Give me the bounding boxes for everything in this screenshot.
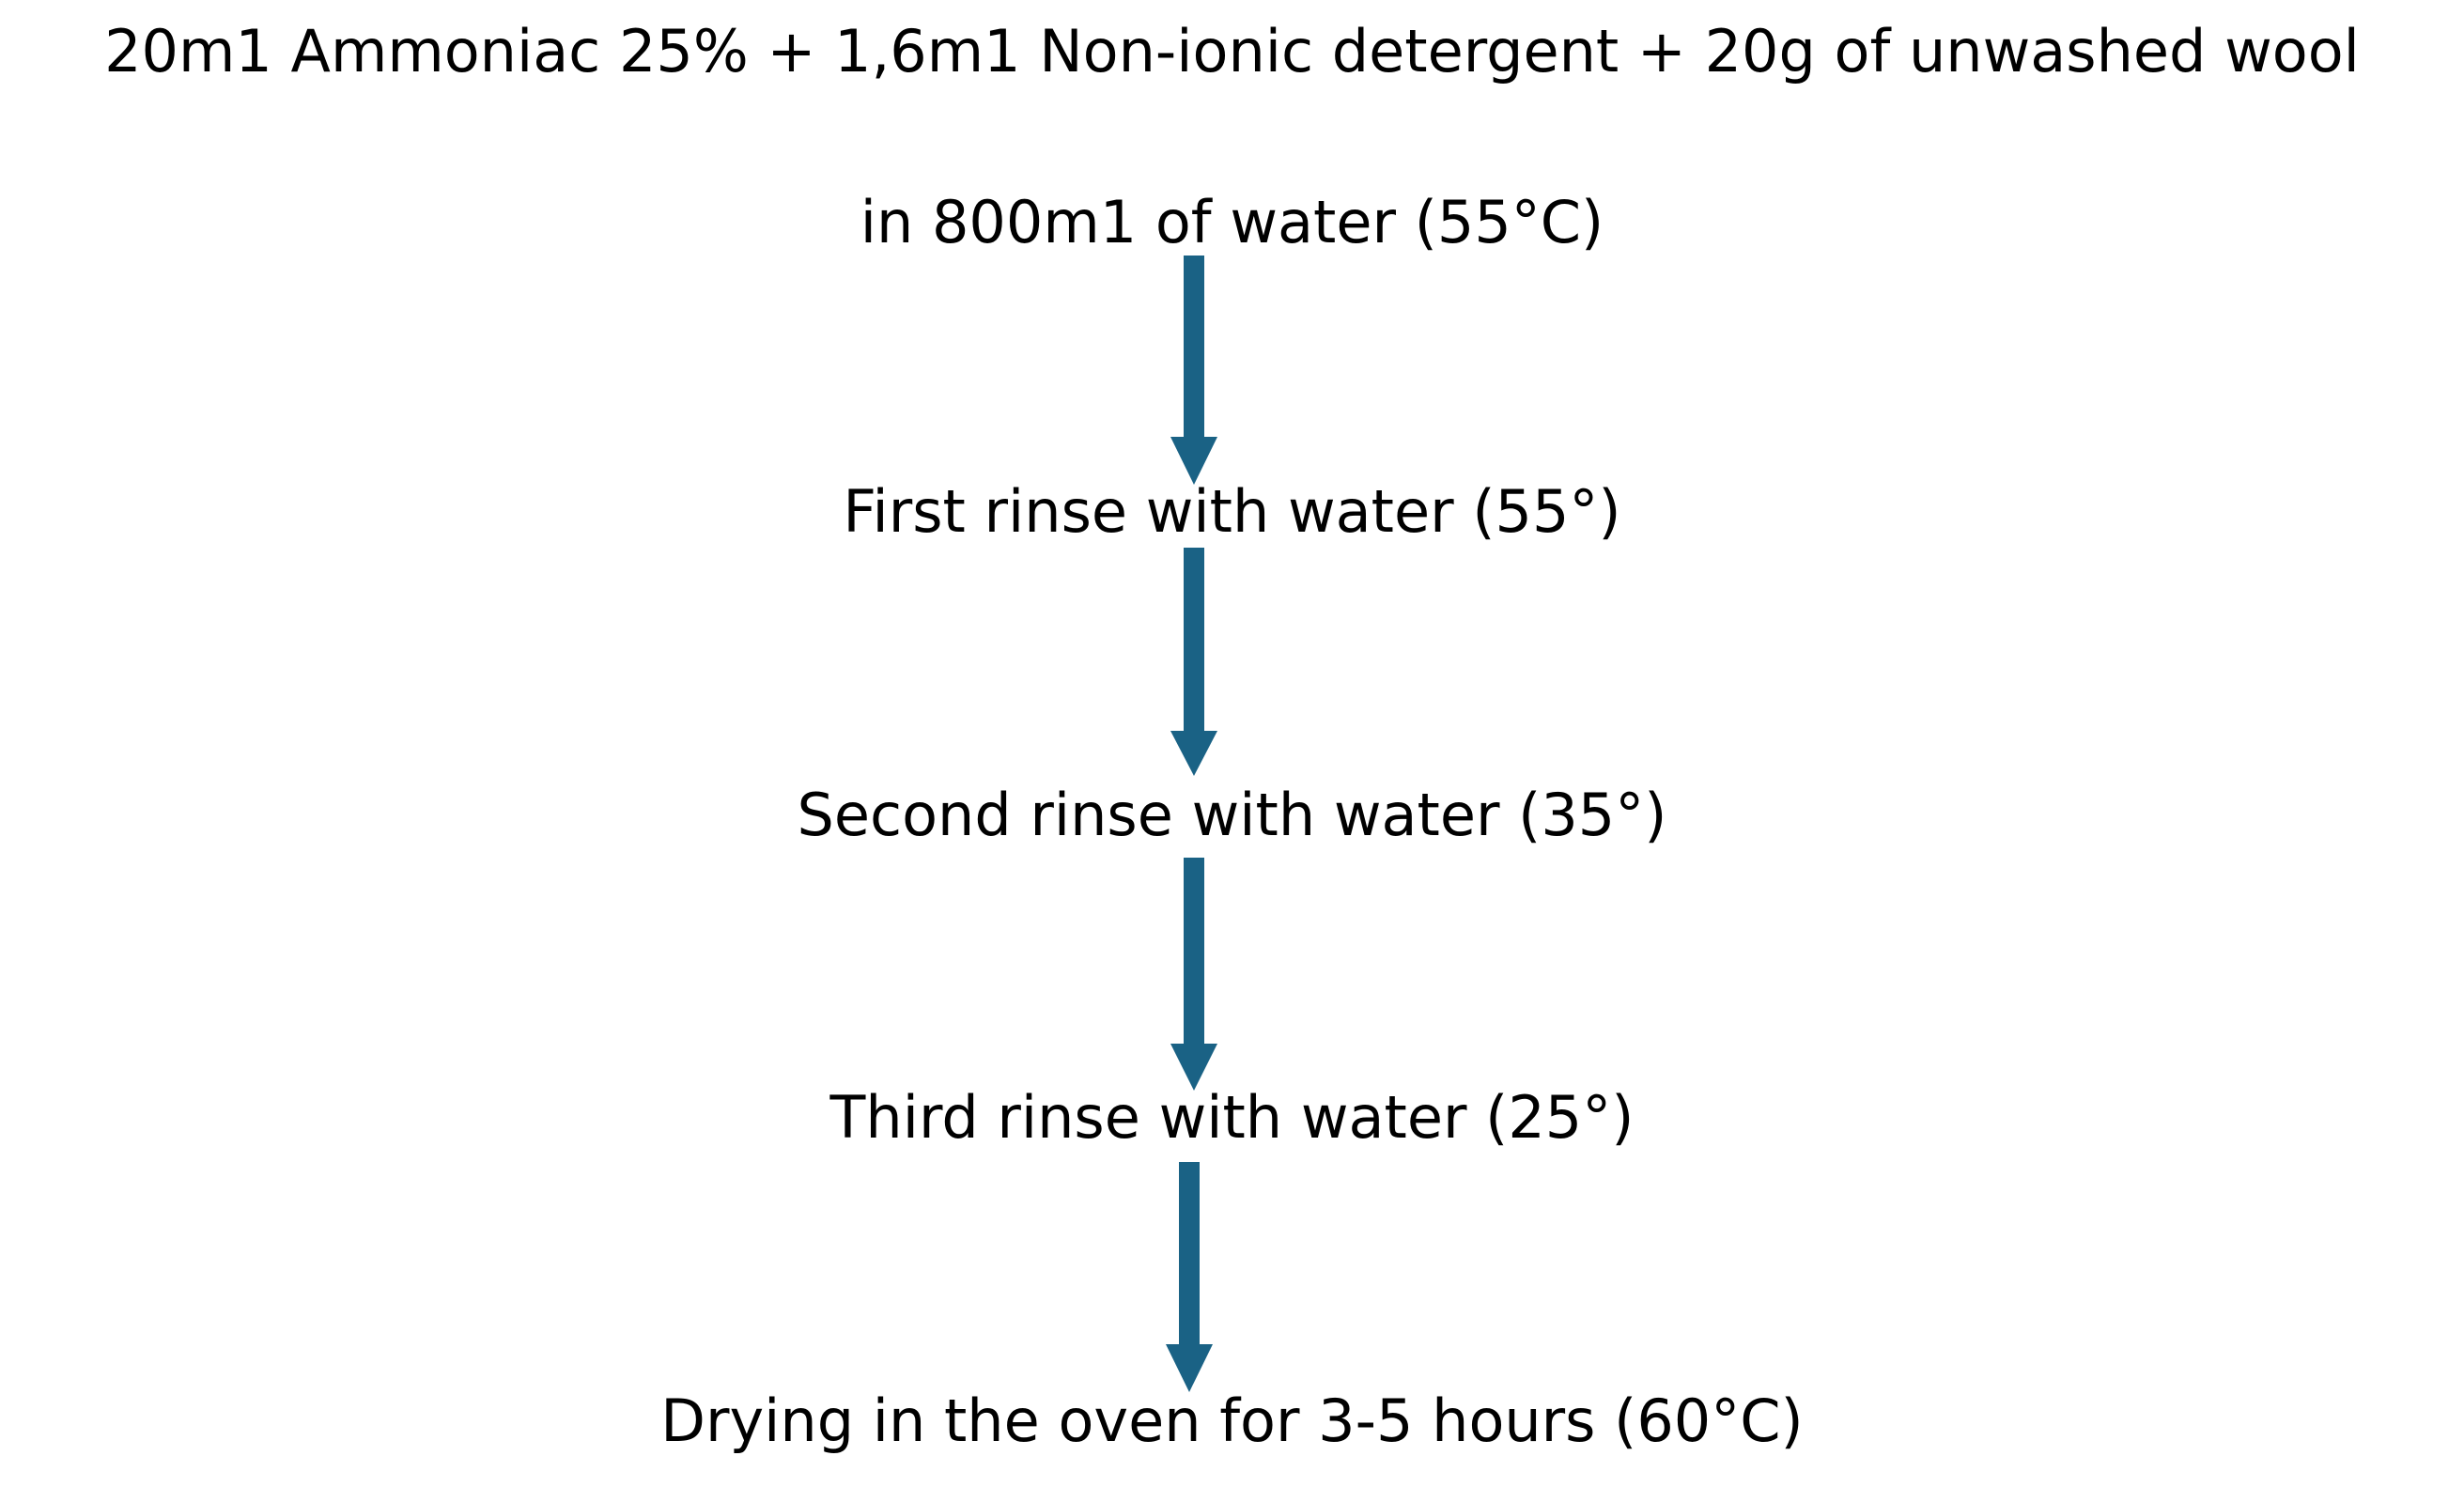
step-5-drying: Drying in the oven for 3-5 hours (60°C) — [0, 1384, 2464, 1459]
step-4-third-rinse: Third rinse with water (25°) — [0, 1080, 2464, 1155]
step-4-line-1: Third rinse with water (25°) — [829, 1083, 1635, 1152]
step-2-first-rinse: First rinse with water (55°) — [0, 474, 2464, 550]
step-1-line-2: in 800m1 of water (55°C) — [860, 188, 1604, 256]
step-1-line-1: 20m1 Ammoniac 25% + 1,6m1 Non-ionic dete… — [104, 17, 2360, 85]
arrow-down-icon — [1170, 256, 1217, 485]
step-1-mixture: 20m1 Ammoniac 25% + 1,6m1 Non-ionic dete… — [0, 14, 2464, 260]
step-2-line-1: First rinse with water (55°) — [843, 477, 1621, 546]
step-3-second-rinse: Second rinse with water (35°) — [0, 778, 2464, 853]
arrow-down-icon — [1170, 858, 1217, 1091]
step-5-line-1: Drying in the oven for 3-5 hours (60°C) — [660, 1386, 1804, 1455]
arrow-down-icon — [1170, 548, 1217, 776]
step-3-line-1: Second rinse with water (35°) — [797, 781, 1667, 849]
arrow-down-icon — [1166, 1162, 1213, 1392]
